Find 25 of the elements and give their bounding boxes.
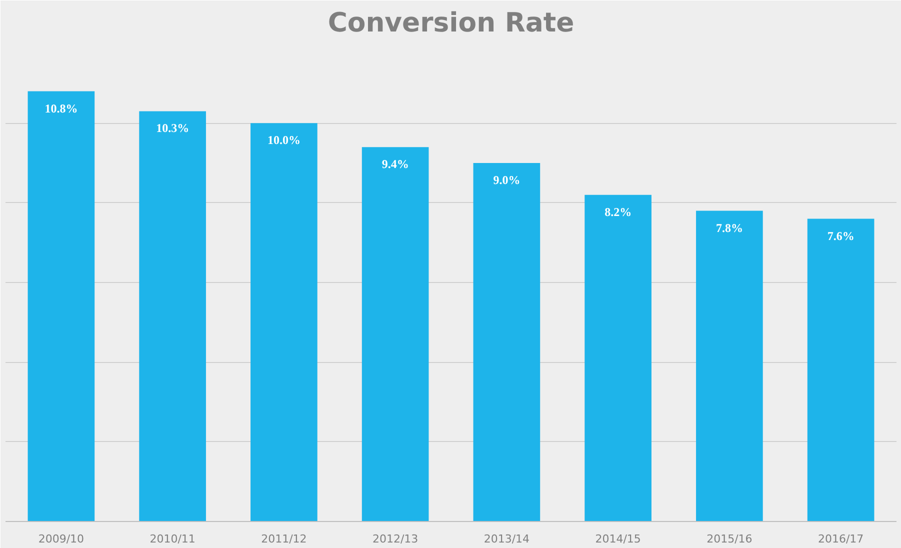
x-tick-label: 2011/12 xyxy=(261,532,307,546)
bar xyxy=(696,210,763,522)
data-label: 10.3% xyxy=(156,121,190,136)
x-tick-label: 2016/17 xyxy=(818,532,864,546)
data-label: 10.0% xyxy=(267,133,300,148)
bar xyxy=(584,194,652,522)
x-tick-label: 2012/13 xyxy=(372,532,418,546)
bar xyxy=(807,218,874,522)
chart-title: Conversion Rate xyxy=(328,8,574,38)
data-label: 10.8% xyxy=(44,101,78,116)
x-tick-label: 2009/10 xyxy=(38,532,84,546)
x-tick-label: 2013/14 xyxy=(484,532,530,546)
bar xyxy=(139,111,206,522)
bar xyxy=(362,147,429,522)
data-label: 7.6% xyxy=(827,228,854,243)
data-label: 8.2% xyxy=(604,204,632,219)
bar xyxy=(28,91,95,522)
x-tick-label: 2015/16 xyxy=(706,532,752,546)
x-tick-label: 2014/15 xyxy=(595,532,641,546)
bar xyxy=(473,163,540,522)
bar xyxy=(250,123,318,522)
data-label: 9.0% xyxy=(493,173,520,187)
data-label: 7.8% xyxy=(716,220,743,235)
data-label: 9.4% xyxy=(382,157,409,172)
x-tick-label: 2010/11 xyxy=(150,532,196,546)
